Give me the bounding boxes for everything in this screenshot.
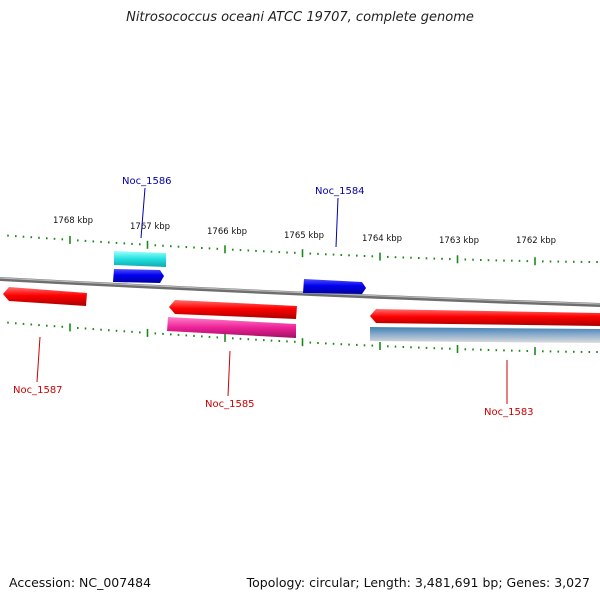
label-noc-1585[interactable]: Noc_1585: [205, 399, 255, 410]
gene-noc-1587[interactable]: [3, 287, 87, 306]
label-leaders: [36, 187, 508, 404]
gene-noc-1583-region[interactable]: [370, 327, 600, 343]
gene-noc-1583[interactable]: [370, 309, 600, 326]
scale-labels: 1768 kbp 1767 kbp 1766 kbp 1765 kbp 1764…: [53, 216, 556, 246]
gene-noc-1586[interactable]: [113, 269, 164, 283]
gene-noc-1585-feature[interactable]: [167, 317, 296, 338]
gene-noc-1585[interactable]: [169, 300, 297, 319]
scale-label-1768: 1768 kbp: [53, 216, 93, 226]
scale-label-1765: 1765 kbp: [284, 231, 324, 241]
topology-text: Topology: circular; Length: 3,481,691 bp…: [246, 575, 590, 590]
accession-text: Accession: NC_007484: [9, 575, 152, 590]
label-noc-1583[interactable]: Noc_1583: [484, 407, 534, 418]
gene-noc-1586-rna[interactable]: [114, 251, 166, 267]
scale-label-1767: 1767 kbp: [130, 222, 170, 232]
label-noc-1587[interactable]: Noc_1587: [13, 385, 63, 396]
scale-label-1762: 1762 kbp: [516, 236, 556, 246]
upper-tick-ring: [7, 234, 598, 266]
gene-noc-1584[interactable]: [303, 279, 366, 294]
map-title: Nitrosococcus oceani ATCC 19707, complet…: [126, 10, 474, 25]
scale-label-1764: 1764 kbp: [362, 234, 402, 244]
leader-noc-1585: [227, 350, 231, 397]
leader-noc-1586: [140, 187, 146, 239]
leader-noc-1587: [36, 336, 41, 383]
genome-backbone-highlight: [0, 277, 600, 305]
label-noc-1584[interactable]: Noc_1584: [315, 186, 365, 197]
lower-tick-ring: [7, 321, 598, 356]
genome-backbone: [0, 277, 600, 307]
scale-label-1766: 1766 kbp: [207, 227, 247, 237]
scale-label-1763: 1763 kbp: [439, 236, 479, 246]
label-noc-1586[interactable]: Noc_1586: [122, 176, 172, 187]
leader-noc-1584: [335, 197, 339, 248]
